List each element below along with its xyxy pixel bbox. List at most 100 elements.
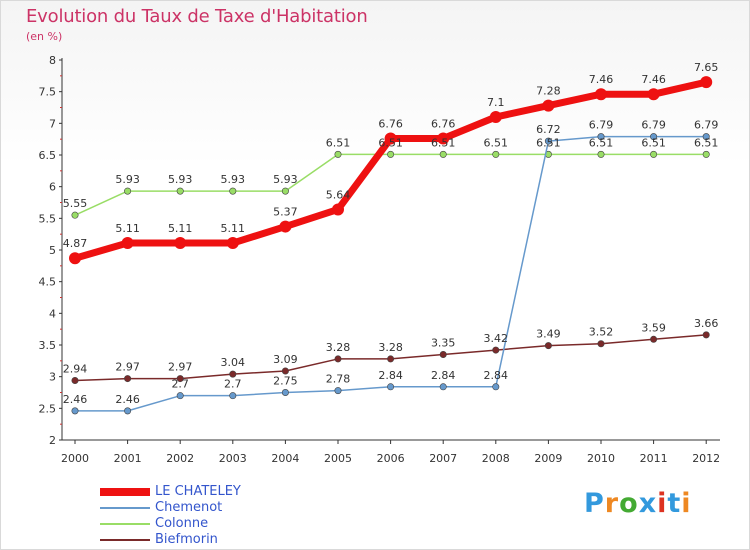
data-label: 5.55 bbox=[63, 197, 88, 210]
x-tick-label: 2001 bbox=[114, 452, 142, 465]
data-point bbox=[492, 150, 500, 158]
x-tick-label: 2002 bbox=[166, 452, 194, 465]
data-label: 5.37 bbox=[273, 206, 298, 219]
y-tick-label: 3 bbox=[49, 371, 56, 384]
axes: 2 2.5 3 3.5 4 4.5 5 5.5 6 6.5 7 7.5 8 2000 2001 2002 200… bbox=[39, 54, 721, 465]
x-tick-label: 2009 bbox=[534, 452, 562, 465]
x-tick-label: 2005 bbox=[324, 452, 352, 465]
data-point bbox=[489, 111, 502, 123]
data-label: 6.51 bbox=[641, 136, 666, 149]
proxiti-logo: Proxiti bbox=[584, 488, 692, 519]
data-point bbox=[597, 340, 605, 348]
data-point bbox=[71, 211, 79, 219]
data-point bbox=[650, 133, 658, 141]
x-tick-label: 2011 bbox=[640, 452, 668, 465]
data-point bbox=[387, 383, 395, 391]
data-point bbox=[124, 375, 132, 383]
data-label: 6.79 bbox=[641, 119, 666, 132]
data-point bbox=[229, 187, 237, 195]
data-point bbox=[124, 187, 132, 195]
data-point bbox=[279, 220, 292, 233]
chart-subtitle: (en %) bbox=[26, 30, 63, 43]
data-label: 2.84 bbox=[378, 369, 403, 382]
data-label: 5.93 bbox=[168, 173, 193, 186]
legend-label: Chemenot bbox=[155, 500, 223, 515]
data-label: 3.35 bbox=[431, 337, 456, 350]
logo-letter: r bbox=[604, 488, 620, 519]
x-tick-label: 2006 bbox=[377, 452, 405, 465]
data-point bbox=[176, 375, 184, 383]
data-point bbox=[334, 150, 342, 158]
data-label: 5.93 bbox=[115, 173, 140, 186]
data-point bbox=[69, 252, 81, 265]
data-point bbox=[700, 76, 713, 89]
y-tick-label: 4.5 bbox=[39, 276, 57, 289]
data-point bbox=[229, 392, 237, 400]
data-point bbox=[492, 383, 500, 391]
logo-letter: x bbox=[638, 488, 658, 519]
data-point bbox=[595, 88, 607, 101]
legend-swatch-biefmorin bbox=[100, 539, 150, 541]
y-tick-label: 5.5 bbox=[39, 212, 57, 225]
x-tick-label: 2010 bbox=[587, 452, 615, 465]
data-label: 6.79 bbox=[589, 119, 614, 132]
x-tick-label: 2004 bbox=[271, 452, 299, 465]
data-point bbox=[647, 88, 660, 101]
data-label: 5.93 bbox=[273, 173, 298, 186]
y-tick-label: 6.5 bbox=[39, 149, 57, 162]
x-tick-label: 2008 bbox=[482, 452, 510, 465]
data-label: 5.11 bbox=[115, 222, 140, 235]
y-tick-label: 5 bbox=[49, 244, 56, 257]
data-label: 2.46 bbox=[63, 393, 88, 406]
data-label: 5.11 bbox=[168, 222, 193, 235]
legend-swatch-le-chateley bbox=[100, 488, 150, 496]
legend-swatch-colonne bbox=[100, 523, 150, 525]
x-tick-label: 2003 bbox=[219, 452, 247, 465]
y-tick-label: 7.5 bbox=[39, 86, 57, 99]
data-label: 7.46 bbox=[589, 73, 614, 86]
data-label: 2.84 bbox=[431, 369, 456, 382]
data-label: 2.46 bbox=[115, 393, 140, 406]
data-label: 3.66 bbox=[694, 317, 719, 330]
logo-letter: i bbox=[681, 488, 692, 519]
data-point bbox=[544, 342, 552, 350]
data-point bbox=[226, 237, 239, 250]
data-label: 6.51 bbox=[694, 136, 719, 149]
data-label: 6.51 bbox=[326, 136, 351, 149]
data-label: 3.42 bbox=[484, 332, 509, 345]
data-label: 5.93 bbox=[221, 173, 246, 186]
data-label: 2.75 bbox=[273, 375, 298, 388]
y-tick-label: 2 bbox=[49, 434, 56, 447]
y-tick-label: 7 bbox=[49, 117, 56, 130]
data-point bbox=[439, 383, 447, 391]
data-label: 6.79 bbox=[694, 119, 719, 132]
data-point bbox=[650, 335, 658, 343]
data-point bbox=[281, 187, 289, 195]
data-point bbox=[702, 150, 710, 158]
data-label: 6.51 bbox=[378, 136, 403, 149]
data-label: 2.97 bbox=[115, 361, 140, 374]
data-label: 3.28 bbox=[378, 341, 403, 354]
x-tick-label: 2012 bbox=[692, 452, 720, 465]
legend-label: Biefmorin bbox=[155, 532, 218, 547]
data-label: 3.09 bbox=[273, 353, 298, 366]
data-label: 5.64 bbox=[326, 188, 351, 201]
data-point bbox=[437, 132, 450, 145]
x-tick-label: 2000 bbox=[61, 452, 89, 465]
data-label: 3.04 bbox=[221, 356, 246, 369]
data-point bbox=[71, 407, 79, 415]
x-tick-label: 2007 bbox=[429, 452, 457, 465]
data-label: 6.72 bbox=[536, 123, 561, 136]
data-label: 7.46 bbox=[641, 73, 666, 86]
data-point bbox=[71, 376, 79, 384]
logo-letter: i bbox=[657, 488, 668, 519]
data-point bbox=[334, 387, 342, 395]
logo-letter: o bbox=[619, 488, 639, 519]
data-label: 6.76 bbox=[378, 118, 403, 131]
data-point bbox=[597, 150, 605, 158]
data-label: 4.87 bbox=[63, 237, 88, 250]
data-point bbox=[597, 133, 605, 141]
data-labels: 4.87 5.11 5.11 5.11 5.37 5.64 6.76 6.76 7.1 7.28 7… bbox=[63, 61, 719, 406]
data-label: 7.28 bbox=[536, 85, 561, 98]
